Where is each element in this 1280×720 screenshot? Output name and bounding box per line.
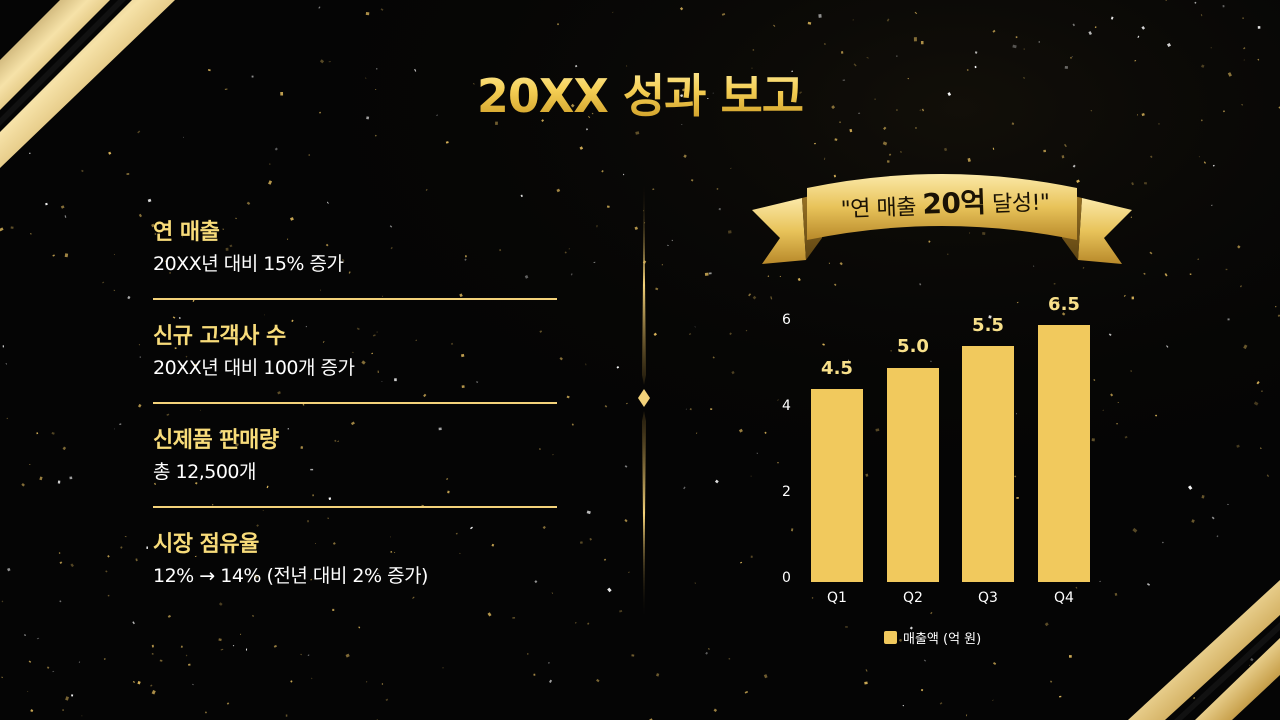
banner-prefix: "연 매출 [840,194,923,223]
metric-item: 신규 고객사 수 20XX년 대비 100개 증가 [153,322,557,426]
metric-description: 총 12,500개 [153,461,256,483]
center-divider-ornament [638,185,650,615]
x-tick: Q3 [978,590,998,606]
x-tick: Q1 [827,590,847,606]
metric-item: 연 매출 20XX년 대비 15% 증가 [153,218,557,322]
bar-q2 [887,368,939,582]
divider [153,402,557,404]
metric-title: 연 매출 [153,220,220,245]
banner-suffix: 달성!" [985,190,1051,218]
bar-value-label: 6.5 [1048,294,1080,315]
y-tick: 2 [782,484,791,500]
bar-q3 [962,346,1014,582]
metric-description: 12% → 14% (전년 대비 2% 증가) [153,565,428,587]
metric-title: 신규 고객사 수 [153,324,286,349]
metric-item: 시장 점유율 12% → 14% (전년 대비 2% 증가) [153,530,557,634]
x-tick: Q2 [903,590,923,606]
y-tick: 0 [782,570,791,586]
gold-ribbon-bottom-right [1128,580,1280,720]
page-title: 20XX 성과 보고 [0,60,1280,126]
y-tick: 4 [782,398,791,414]
ribbon-banner [752,174,1132,264]
divider [153,506,557,508]
y-tick: 6 [782,312,791,328]
metric-item: 신제품 판매량 총 12,500개 [153,426,557,530]
bar-value-label: 5.5 [972,315,1004,336]
x-tick: Q4 [1054,590,1074,606]
metric-description: 20XX년 대비 100개 증가 [153,357,355,379]
metrics-list: 연 매출 20XX년 대비 15% 증가 신규 고객사 수 20XX년 대비 1… [153,218,557,634]
chart-legend: 매출액 (억 원) [884,628,981,647]
divider [153,298,557,300]
bar-value-label: 4.5 [821,358,853,379]
bar-q4 [1038,325,1090,582]
metric-description: 20XX년 대비 15% 증가 [153,253,344,275]
banner-highlight: 20억 [921,185,987,221]
gold-ribbon-top-left [0,0,175,168]
metric-title: 신제품 판매량 [153,428,279,453]
legend-swatch [884,631,897,644]
bar-q1 [811,389,863,582]
metric-title: 시장 점유율 [153,532,259,557]
bar-value-label: 5.0 [897,336,929,357]
legend-label: 매출액 (억 원) [903,632,982,647]
